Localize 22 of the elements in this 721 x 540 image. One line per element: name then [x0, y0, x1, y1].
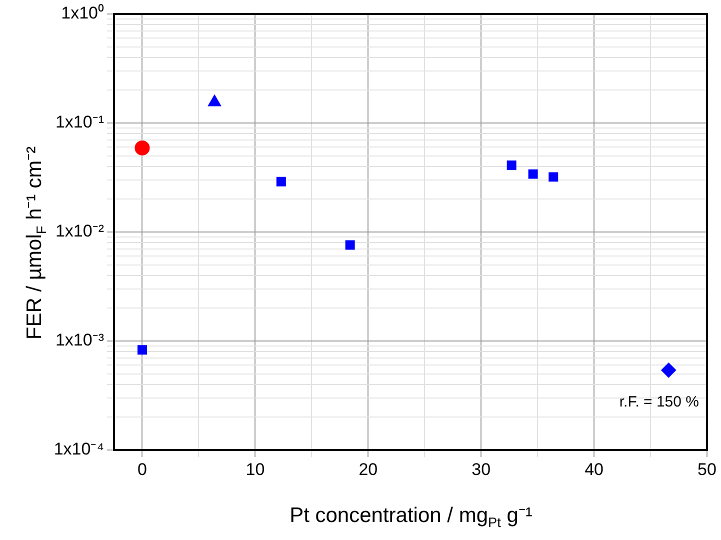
x-tick-label: 40	[584, 460, 604, 479]
x-tick-label: 0	[138, 460, 147, 479]
point	[208, 94, 222, 106]
y-tick-label: 1x10⁻⁴	[54, 440, 104, 459]
x-tick-label: 30	[472, 460, 491, 479]
annotation: r.F. = 150 %	[619, 394, 699, 411]
x-tick-label: 10	[246, 460, 265, 479]
y-tick-label: 1x10⁻¹	[55, 112, 104, 132]
x-axis-title: Pt concentration / mg$_{Pt}$ g⁻¹	[288, 503, 534, 530]
point	[137, 345, 147, 355]
point	[345, 240, 355, 250]
point	[134, 140, 150, 156]
y-tick-label: 1x10⁻²	[55, 222, 104, 241]
x-tick-label: 20	[358, 460, 378, 479]
y-tick-label: 1x10⁰	[61, 4, 104, 23]
point	[528, 169, 538, 179]
point	[661, 362, 676, 378]
point	[276, 176, 286, 186]
x-tick-label: 50	[698, 460, 716, 479]
point	[506, 160, 516, 170]
y-tick-label: 1x10⁻³	[55, 330, 104, 350]
point	[548, 172, 558, 182]
